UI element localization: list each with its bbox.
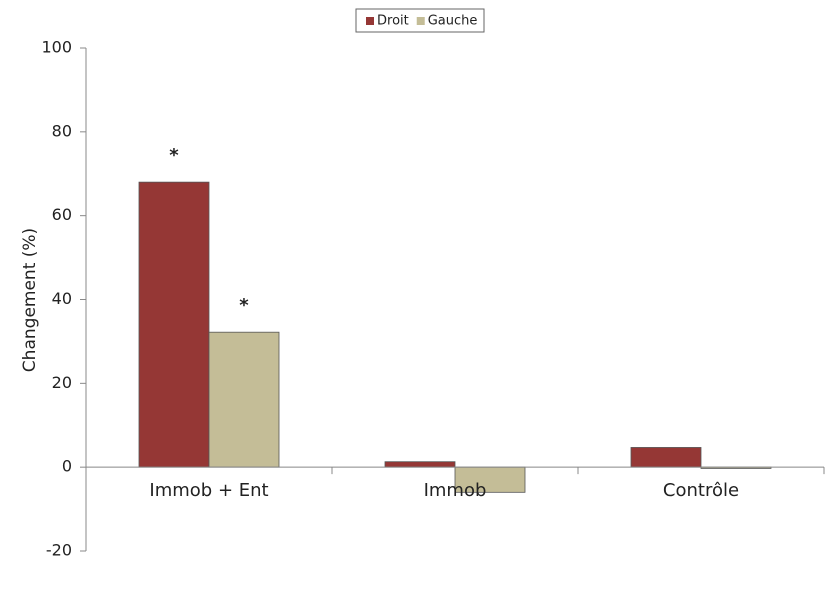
legend-swatch (416, 17, 425, 25)
bar (208, 331, 280, 468)
y-axis-label: Changement (%) (20, 228, 40, 372)
bar (454, 466, 526, 493)
significance-marker: * (239, 295, 249, 316)
bar (384, 461, 456, 468)
y-tick-label: 60 (52, 205, 72, 224)
legend-label: Droit (377, 14, 409, 29)
legend-label: Gauche (428, 14, 478, 29)
bar (138, 181, 210, 468)
x-tick-label: Immob (424, 480, 487, 501)
y-tick-label: 100 (41, 38, 72, 57)
y-tick-label: 40 (52, 289, 72, 308)
y-tick-label: -20 (46, 541, 72, 560)
y-tick-label: 0 (62, 457, 72, 476)
x-tick-label: Contrôle (663, 480, 739, 501)
y-tick-label: 20 (52, 373, 72, 392)
y-tick-label: 80 (52, 121, 72, 140)
bar (630, 447, 702, 468)
legend-swatch (366, 17, 374, 25)
x-tick-label: Immob + Ent (149, 480, 268, 501)
significance-marker: * (169, 145, 179, 166)
